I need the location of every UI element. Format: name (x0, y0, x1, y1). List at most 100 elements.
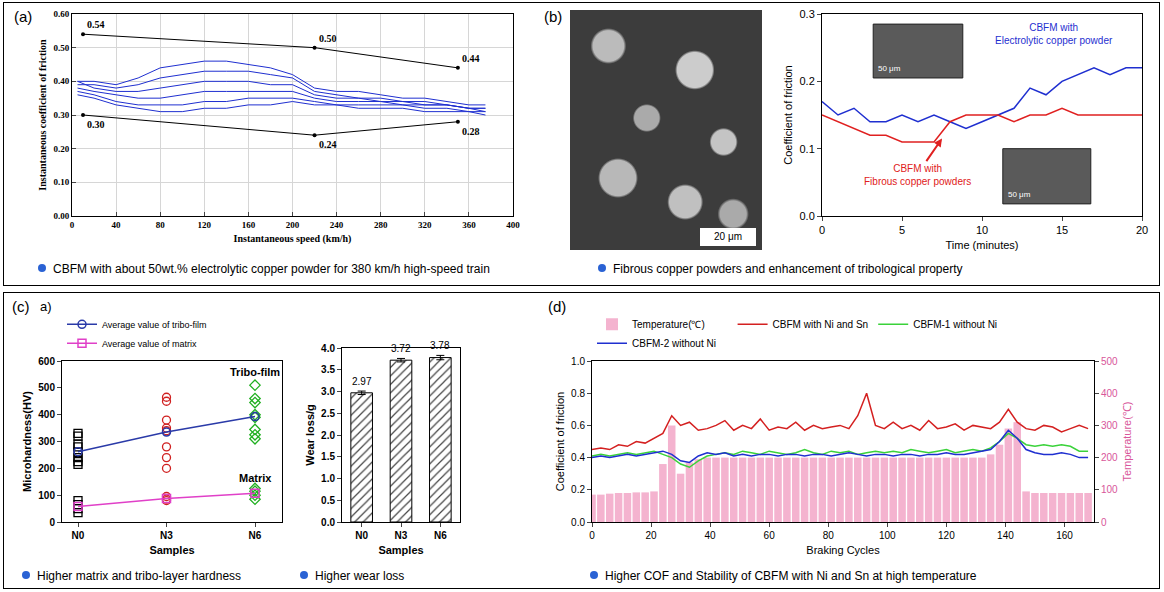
svg-text:500: 500 (38, 382, 55, 393)
svg-text:40: 40 (705, 530, 717, 541)
svg-text:0.5: 0.5 (321, 495, 335, 506)
svg-text:0.10: 0.10 (53, 177, 69, 187)
svg-text:Average value of matrix: Average value of matrix (102, 339, 197, 349)
svg-text:0: 0 (589, 530, 595, 541)
svg-text:0.30: 0.30 (87, 119, 105, 130)
svg-text:Microhardness(HV): Microhardness(HV) (21, 391, 33, 492)
svg-text:2.0: 2.0 (321, 430, 335, 441)
svg-text:40: 40 (112, 220, 122, 230)
svg-text:0: 0 (70, 220, 75, 230)
svg-text:50 μm: 50 μm (1008, 190, 1031, 199)
svg-text:50 μm: 50 μm (878, 64, 901, 73)
svg-text:1.5: 1.5 (321, 451, 335, 462)
svg-text:80: 80 (823, 530, 835, 541)
svg-text:400: 400 (506, 220, 520, 230)
svg-text:200: 200 (1101, 452, 1118, 463)
svg-text:0.4: 0.4 (571, 452, 585, 463)
svg-text:N3: N3 (160, 530, 173, 541)
svg-text:5: 5 (899, 224, 905, 236)
svg-text:120: 120 (198, 220, 212, 230)
svg-text:0.1: 0.1 (800, 143, 815, 155)
svg-text:N6: N6 (434, 530, 447, 541)
svg-text:0.24: 0.24 (319, 139, 337, 150)
svg-text:300: 300 (1101, 420, 1118, 431)
svg-text:0.8: 0.8 (571, 388, 585, 399)
svg-text:N6: N6 (249, 530, 262, 541)
svg-text:10: 10 (976, 224, 988, 236)
svg-text:0.0: 0.0 (571, 517, 585, 528)
svg-text:0.00: 0.00 (53, 211, 69, 221)
svg-text:0.0: 0.0 (321, 517, 335, 528)
svg-text:Temperature(℃): Temperature(℃) (632, 319, 705, 330)
svg-text:240: 240 (330, 220, 344, 230)
svg-text:120: 120 (938, 530, 955, 541)
svg-text:100: 100 (1101, 484, 1118, 495)
svg-text:CBFM withFibrous copper powder: CBFM withFibrous copper powders (864, 163, 971, 187)
svg-text:N0: N0 (72, 530, 85, 541)
svg-text:CBFM-2 without Ni: CBFM-2 without Ni (632, 338, 716, 349)
svg-text:Braking Cycles: Braking Cycles (806, 544, 880, 556)
svg-text:400: 400 (38, 409, 55, 420)
svg-text:Coefficient of friction: Coefficient of friction (554, 392, 566, 491)
svg-text:360: 360 (462, 220, 476, 230)
svg-text:Time (minutes): Time (minutes) (946, 239, 1019, 251)
svg-text:320: 320 (418, 220, 432, 230)
svg-text:100: 100 (879, 530, 896, 541)
svg-text:280: 280 (374, 220, 388, 230)
svg-text:4.0: 4.0 (321, 343, 335, 354)
svg-text:60: 60 (764, 530, 776, 541)
svg-text:Instantaneous speed (km/h): Instantaneous speed (km/h) (234, 233, 352, 245)
svg-text:1.0: 1.0 (321, 473, 335, 484)
svg-text:140: 140 (997, 530, 1014, 541)
svg-text:Instantaneous coefficient of f: Instantaneous coefficient of friction (37, 39, 48, 191)
svg-text:500: 500 (1101, 356, 1118, 367)
svg-text:CBFM withElectrolytic copper p: CBFM withElectrolytic copper powder (995, 22, 1113, 46)
svg-text:200: 200 (286, 220, 300, 230)
svg-text:0.60: 0.60 (53, 9, 69, 19)
svg-text:3.0: 3.0 (321, 386, 335, 397)
svg-text:300: 300 (38, 436, 55, 447)
svg-text:0.3: 0.3 (800, 8, 815, 20)
svg-text:Average value of tribo-film: Average value of tribo-film (102, 320, 206, 330)
svg-text:1.0: 1.0 (571, 356, 585, 367)
svg-text:CBFM with Ni and Sn: CBFM with Ni and Sn (773, 319, 869, 330)
svg-text:0.40: 0.40 (53, 76, 69, 86)
svg-text:0: 0 (1101, 517, 1107, 528)
svg-text:0.6: 0.6 (571, 420, 585, 431)
svg-text:2.97: 2.97 (352, 376, 372, 387)
svg-text:3.78: 3.78 (430, 340, 450, 351)
svg-text:0.54: 0.54 (87, 19, 105, 30)
svg-text:0.20: 0.20 (53, 144, 69, 154)
svg-text:0.28: 0.28 (462, 126, 480, 137)
svg-text:15: 15 (1056, 224, 1068, 236)
svg-text:0.30: 0.30 (53, 110, 69, 120)
svg-text:Temperature(℃): Temperature(℃) (1121, 401, 1133, 481)
svg-text:N0: N0 (355, 530, 368, 541)
svg-text:160: 160 (1056, 530, 1073, 541)
svg-text:0: 0 (819, 224, 825, 236)
svg-text:160: 160 (242, 220, 256, 230)
svg-text:Samples: Samples (149, 544, 194, 556)
svg-text:100: 100 (38, 490, 55, 501)
svg-text:400: 400 (1101, 388, 1118, 399)
svg-text:80: 80 (156, 220, 166, 230)
svg-text:200: 200 (38, 463, 55, 474)
svg-text:Coefficient of friction: Coefficient of friction (782, 65, 794, 164)
svg-text:CBFM-1 without Ni: CBFM-1 without Ni (913, 319, 997, 330)
svg-text:Wear loss/g: Wear loss/g (304, 404, 316, 466)
svg-text:Samples: Samples (378, 544, 423, 556)
svg-text:20: 20 (645, 530, 657, 541)
svg-text:Tribo-film: Tribo-film (230, 366, 280, 378)
svg-text:3.72: 3.72 (391, 343, 411, 354)
svg-text:0.2: 0.2 (800, 75, 815, 87)
svg-text:0.0: 0.0 (800, 210, 815, 222)
svg-text:20: 20 (1136, 224, 1148, 236)
svg-text:0.2: 0.2 (571, 484, 585, 495)
svg-text:2.5: 2.5 (321, 408, 335, 419)
svg-text:0.44: 0.44 (462, 53, 480, 64)
svg-text:N3: N3 (395, 530, 408, 541)
svg-text:3.5: 3.5 (321, 364, 335, 375)
svg-text:0.50: 0.50 (319, 33, 337, 44)
svg-text:Matrix: Matrix (239, 472, 272, 484)
svg-text:0.50: 0.50 (53, 43, 69, 53)
